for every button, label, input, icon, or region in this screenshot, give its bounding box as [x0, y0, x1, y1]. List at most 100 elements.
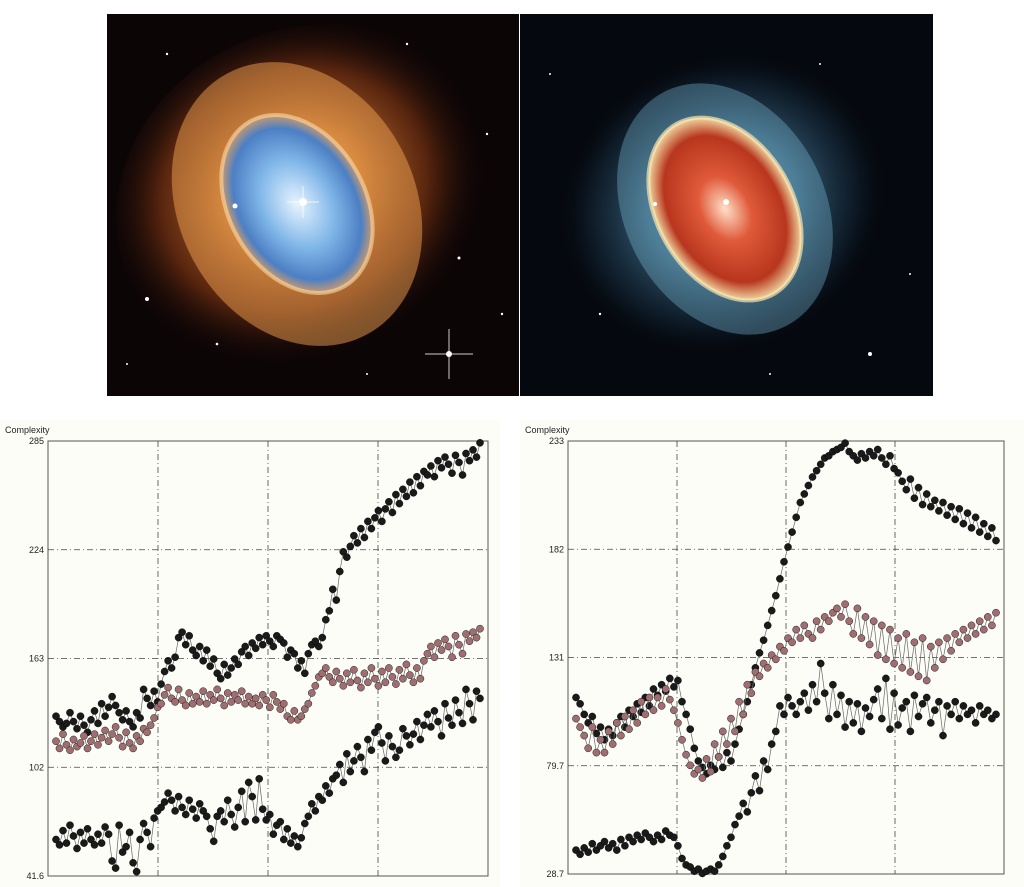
data-point: [448, 469, 456, 478]
data-point: [332, 667, 341, 676]
data-point: [55, 841, 64, 849]
data-point: [930, 496, 939, 505]
data-point: [465, 637, 474, 645]
data-point: [804, 706, 813, 715]
data-point: [213, 669, 221, 678]
data-point: [808, 680, 817, 689]
data-point: [321, 664, 330, 672]
data-point: [237, 687, 246, 696]
data-point: [792, 710, 801, 719]
data-point: [220, 660, 228, 669]
data-point: [283, 653, 292, 661]
data-point: [399, 485, 407, 494]
data-point: [122, 728, 130, 737]
data-point: [816, 460, 825, 469]
data-point: [202, 699, 211, 708]
data-point: [258, 640, 267, 649]
data-point: [861, 704, 870, 712]
data-point: [262, 631, 271, 640]
data-point: [164, 656, 172, 665]
data-point: [101, 823, 109, 831]
data-point: [967, 706, 976, 715]
data-point: [902, 485, 911, 494]
data-point: [357, 524, 365, 533]
data-point: [898, 477, 907, 486]
data-point: [335, 760, 344, 769]
data-point: [132, 708, 141, 717]
data-point: [66, 708, 74, 717]
data-point: [780, 710, 788, 719]
chart-plot-right: 233 182 131 79.7 28.7: [546, 436, 1005, 879]
data-point: [437, 464, 446, 472]
data-point: [178, 803, 186, 812]
data-point: [216, 674, 225, 683]
data-point: [476, 694, 484, 703]
data-point: [160, 798, 169, 806]
data-point: [346, 767, 355, 776]
data-point: [572, 714, 580, 723]
data-point: [971, 630, 980, 638]
data-point: [143, 694, 151, 703]
data-point: [882, 655, 890, 664]
data-point: [416, 674, 425, 683]
data-point: [339, 778, 348, 787]
data-point: [678, 735, 686, 744]
data-point: [220, 701, 228, 710]
data-point: [342, 669, 351, 678]
data-point: [906, 668, 915, 676]
data-point: [670, 683, 678, 691]
data-point: [935, 507, 943, 515]
data-point: [698, 774, 707, 782]
data-point: [963, 509, 972, 517]
data-point: [378, 739, 386, 747]
data-point: [360, 669, 369, 678]
data-point: [209, 696, 218, 704]
data-point: [576, 723, 584, 731]
data-point: [216, 694, 225, 703]
data-point: [206, 824, 214, 833]
data-point: [279, 835, 288, 844]
data-point: [694, 757, 703, 765]
data-point: [413, 717, 421, 726]
data-point: [437, 732, 446, 740]
data-point: [800, 490, 809, 498]
data-point: [918, 699, 927, 708]
data-point: [600, 748, 609, 757]
data-point: [293, 842, 302, 851]
data-point: [423, 649, 432, 658]
data-point: [286, 839, 295, 847]
data-point: [402, 732, 411, 740]
data-point: [104, 830, 113, 839]
data-point: [906, 475, 915, 483]
data-point: [216, 807, 225, 815]
data-point: [409, 730, 418, 738]
data-point: [877, 621, 886, 630]
data-point: [90, 707, 99, 715]
data-point: [947, 710, 955, 719]
data-point: [886, 452, 894, 460]
data-point: [269, 830, 278, 839]
data-point: [462, 685, 470, 694]
data-point: [983, 706, 992, 715]
data-point: [76, 739, 85, 747]
data-point: [378, 517, 386, 526]
y-axis-label: Complexity: [525, 425, 570, 435]
data-point: [469, 446, 477, 454]
data-point: [796, 697, 805, 706]
data-point: [311, 637, 320, 645]
data-point: [767, 740, 776, 748]
data-point: [73, 724, 81, 733]
data-point: [600, 837, 609, 846]
data-point: [747, 788, 756, 797]
data-point: [318, 633, 327, 642]
data-point: [608, 839, 617, 848]
data-point: [755, 672, 764, 681]
data-point: [771, 591, 780, 600]
data-point: [472, 633, 481, 642]
data-point: [894, 634, 902, 642]
data-point: [780, 557, 788, 566]
data-point: [157, 699, 165, 708]
data-point: [877, 714, 886, 723]
data-point: [321, 615, 330, 624]
data-point: [849, 630, 858, 638]
